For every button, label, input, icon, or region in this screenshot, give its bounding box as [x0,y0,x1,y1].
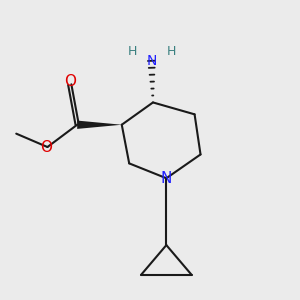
Text: O: O [40,140,52,154]
Text: N: N [161,171,172,186]
Text: O: O [64,74,76,88]
Polygon shape [77,121,122,129]
Text: H: H [167,45,176,58]
Text: N: N [146,54,157,68]
Text: H: H [128,45,137,58]
